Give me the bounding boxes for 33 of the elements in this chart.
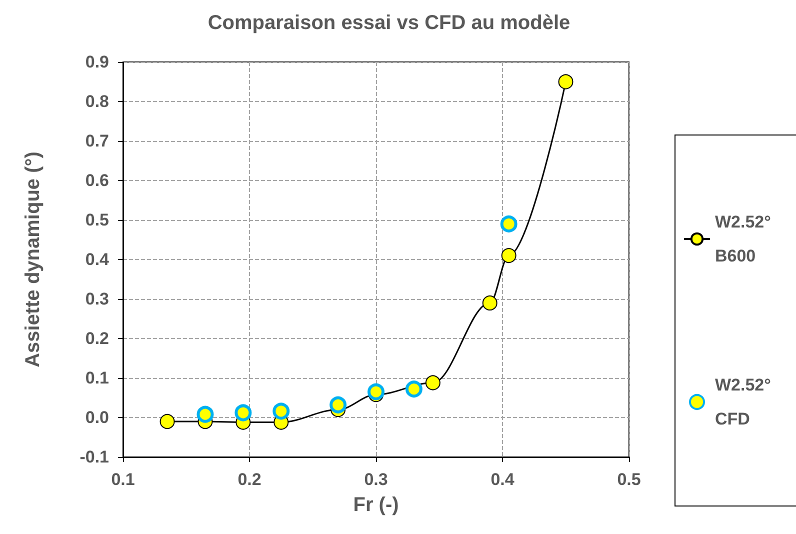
y-tick-label: 0.0 xyxy=(85,408,109,427)
chart-title: Comparaison essai vs CFD au modèle xyxy=(208,12,570,34)
y-tick-label: -0.1 xyxy=(80,448,109,466)
point xyxy=(482,295,498,310)
point xyxy=(405,380,422,398)
x-tick-label: 0.1 xyxy=(111,470,135,489)
y-tick-label: 0.4 xyxy=(85,250,110,269)
point xyxy=(330,396,347,414)
legend-label: W2.52° B600 xyxy=(715,212,772,266)
point xyxy=(368,383,384,400)
y-tick-label: 0.1 xyxy=(85,368,109,388)
point xyxy=(196,406,214,423)
y-tick-label: 0.9 xyxy=(85,52,109,72)
point xyxy=(272,402,290,420)
y-tick-label: 0.6 xyxy=(85,171,109,190)
y-tick-label: 0.2 xyxy=(85,329,109,348)
y-axis-title: Assiette dynamique (°) xyxy=(22,152,44,368)
x-tick-label: 0.4 xyxy=(490,470,515,489)
point xyxy=(234,404,252,422)
point xyxy=(501,248,516,264)
x-tick-label: 0.3 xyxy=(364,470,388,489)
point xyxy=(558,74,574,90)
y-tick-label: 0.3 xyxy=(85,290,109,308)
y-tick-label: 0.7 xyxy=(85,132,109,150)
x-axis-title: Fr (-) xyxy=(353,494,399,516)
legend-label: W2.52° CFD xyxy=(715,376,772,428)
y-tick-label: 0.8 xyxy=(85,92,109,111)
x-tick-label: 0.5 xyxy=(617,470,641,489)
point xyxy=(500,215,518,232)
point xyxy=(160,414,175,429)
y-tick-label: 0.5 xyxy=(85,210,109,230)
x-tick-label: 0.2 xyxy=(238,470,262,489)
point xyxy=(425,375,440,390)
